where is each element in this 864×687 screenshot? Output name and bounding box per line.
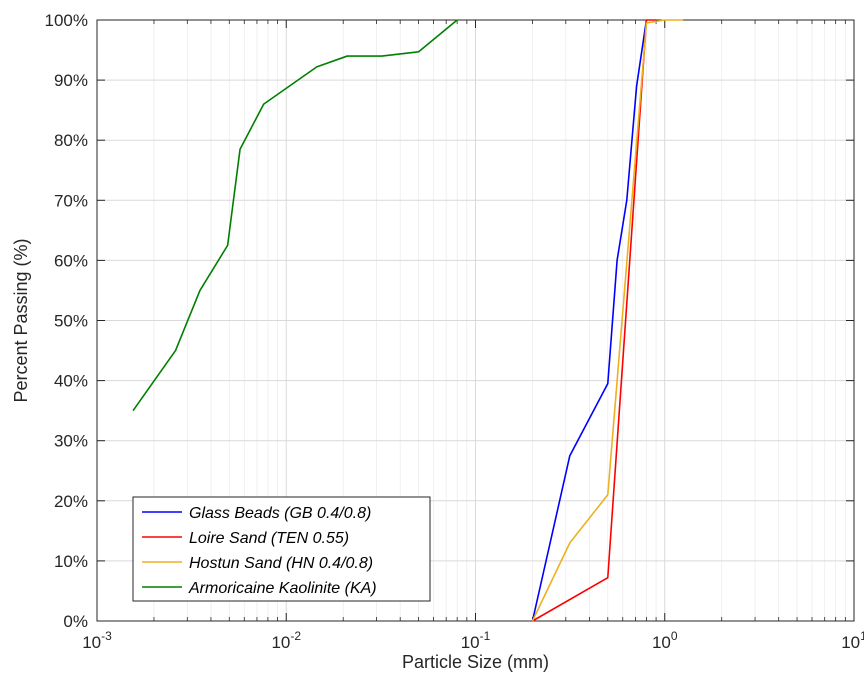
legend-label: Loire Sand (TEN 0.55) [189,530,349,547]
y-tick-label: 10% [54,552,88,571]
x-tick-label: 10-2 [271,629,301,652]
y-tick-label: 30% [54,432,88,451]
y-tick-label: 20% [54,492,88,511]
axis-ticks [96,19,855,622]
x-tick-label: 10-3 [82,629,112,652]
x-tick-label: 10-1 [461,629,491,652]
y-tick-label: 90% [54,71,88,90]
series-line-2 [531,19,684,622]
series-lines [132,19,684,622]
legend: Glass Beads (GB 0.4/0.8) Loire Sand (TEN … [132,496,431,602]
x-axis-label: Particle Size (mm) [402,652,549,672]
y-tick-label: 70% [54,191,88,210]
y-tick-label: 100% [45,11,88,30]
y-tick-label: 40% [54,372,88,391]
series-line-3 [132,19,458,412]
y-tick-label: 60% [54,251,88,270]
series-line-1 [532,19,657,622]
legend-label: Glass Beads (GB 0.4/0.8) [189,505,371,522]
x-tick-labels: 10-3 10-2 10-1 100 101 [82,629,864,652]
x-tick-label: 100 [652,629,678,652]
series-line-0 [531,19,648,622]
y-tick-label: 80% [54,131,88,150]
y-tick-labels: 0% 10% 20% 30% 40% 50% 60% 70% 80% 90% 100% [45,11,88,631]
legend-label: Hostun Sand (HN 0.4/0.8) [189,555,373,572]
x-tick-label: 101 [841,629,864,652]
y-tick-label: 0% [63,612,88,631]
legend-box [132,496,431,602]
y-tick-label: 50% [54,312,88,331]
y-axis-label: Percent Passing (%) [11,238,31,402]
legend-label: Armoricaine Kaolinite (KA) [188,580,377,597]
